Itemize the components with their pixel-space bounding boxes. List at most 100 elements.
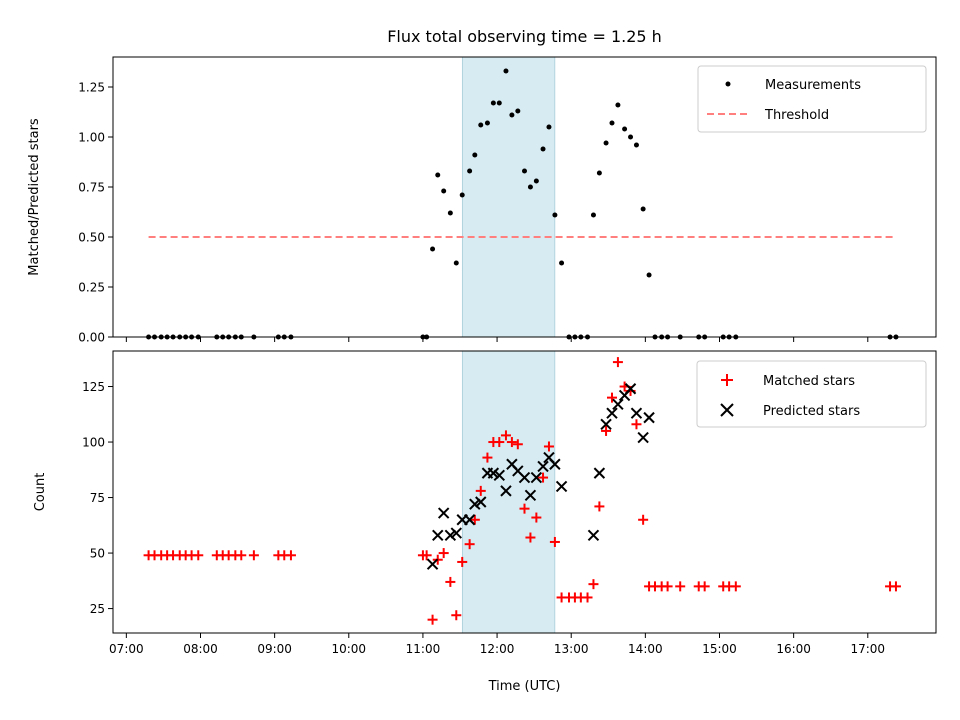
matched-stars-point (285, 550, 296, 561)
predicted-stars-point (518, 471, 531, 484)
top-ytick-label: 1.00 (78, 131, 105, 145)
measurements-point (496, 100, 502, 106)
matched-stars-point (506, 437, 517, 448)
bot-ytick-label: 125 (82, 380, 105, 394)
measurements-point (441, 188, 447, 194)
bot-ytick-label: 100 (82, 436, 105, 450)
x-tick-label: 10:00 (331, 642, 366, 656)
matched-stars-point (519, 503, 530, 514)
predicted-stars-point (426, 558, 439, 570)
measurements-point (628, 134, 634, 140)
matched-stars-point (494, 437, 505, 448)
matched-stars-point (699, 581, 710, 592)
legend-predicted-marker (720, 403, 734, 417)
measurements-point (540, 146, 546, 152)
predicted-stars-point (637, 431, 649, 444)
bottom-panel-frame (112, 350, 937, 634)
measurements-point (590, 212, 596, 218)
matched-stars-point (662, 581, 673, 592)
top-ylabel: Matched/Predicted stars (27, 118, 42, 276)
matched-stars-point (512, 439, 523, 450)
matched-stars-point (582, 592, 593, 603)
legend-predicted-label: Predicted stars (763, 404, 860, 419)
top-panel-frame (112, 56, 937, 338)
x-axis-label: Time (UTC) (488, 679, 561, 694)
predicted-stars-point (612, 398, 624, 410)
measurements-point (646, 272, 652, 278)
measurements-point (633, 142, 639, 148)
matched-stars-point (469, 514, 480, 525)
measurements-point (552, 212, 558, 218)
measurements-point (478, 122, 484, 128)
x-tick-label: 07:00 (109, 642, 144, 656)
matched-stars-point (594, 501, 605, 512)
predicted-stars-point (450, 527, 462, 539)
measurements-point (453, 260, 459, 266)
predicted-stars-point (524, 489, 537, 502)
measurements-point (447, 210, 453, 216)
legend-matched-marker (721, 374, 733, 386)
matched-stars-point (427, 614, 438, 625)
legend-threshold-label: Threshold (764, 108, 829, 123)
measurements-point (430, 246, 436, 252)
matched-stars-point (482, 452, 493, 463)
measurements-point (515, 108, 521, 114)
predicted-stars-point (469, 498, 481, 510)
matched-stars-point (631, 419, 642, 430)
predicted-stars-point (500, 485, 512, 497)
x-tick-label: 13:00 (554, 642, 589, 656)
measurements-point (533, 178, 539, 184)
measurements-point (503, 68, 509, 74)
matched-stars-point (538, 472, 549, 483)
matched-stars-point (464, 539, 475, 550)
predicted-stars-point (463, 514, 476, 526)
measurements-point (609, 120, 615, 126)
matched-stars-point (451, 610, 462, 621)
predicted-stars-point (600, 418, 612, 430)
bottom-panel-plot (143, 357, 901, 625)
legend-measurements-marker (725, 81, 731, 87)
chart-title: Flux total observing time = 1.25 h (387, 27, 662, 46)
measurements-point (559, 260, 565, 266)
matched-stars-point (675, 581, 686, 592)
measurements-point (596, 170, 602, 176)
matched-stars-point (236, 550, 247, 561)
predicted-stars-point (593, 467, 606, 479)
predicted-stars-point (643, 411, 655, 424)
x-tick-label: 09:00 (257, 642, 292, 656)
legend-measurements-label: Measurements (765, 78, 861, 93)
predicted-stars-point (437, 507, 450, 519)
predicted-stars-point (530, 471, 543, 484)
matched-stars-point (525, 532, 536, 543)
bottom-legend: Matched stars Predicted stars (696, 360, 927, 428)
measurements-point (472, 152, 478, 158)
predicted-stars-point (630, 407, 643, 419)
matched-stars-point (193, 550, 204, 561)
measurements-point (615, 102, 621, 108)
predicted-stars-point (493, 469, 505, 482)
measurements-point (622, 126, 628, 132)
x-tick-label: 16:00 (776, 642, 811, 656)
top-ytick-label: 0.75 (78, 181, 105, 195)
predicted-stars-point (475, 496, 487, 508)
predicted-stars-point (555, 480, 568, 493)
bot-ytick-label: 75 (90, 491, 105, 505)
predicted-stars-point (444, 529, 457, 542)
matched-stars-point (475, 485, 486, 496)
top-ytick-label: 0.50 (78, 231, 105, 245)
predicted-stars-point (537, 460, 549, 473)
matched-stars-point (445, 576, 456, 587)
bot-ytick-label: 50 (90, 547, 105, 561)
measurements-point (522, 168, 527, 174)
matched-stars-point (543, 441, 554, 452)
measurements-point (459, 192, 465, 198)
measurements-point (484, 120, 490, 126)
measurements-point (435, 172, 441, 178)
matched-stars-point (890, 581, 901, 592)
bot-highlight-span (461, 350, 556, 634)
measurements-point (509, 112, 515, 118)
matched-stars-point (601, 425, 612, 436)
matched-stars-point (606, 392, 617, 403)
bot-ytick-label: 25 (90, 602, 105, 616)
x-tick-label: 12:00 (480, 642, 515, 656)
